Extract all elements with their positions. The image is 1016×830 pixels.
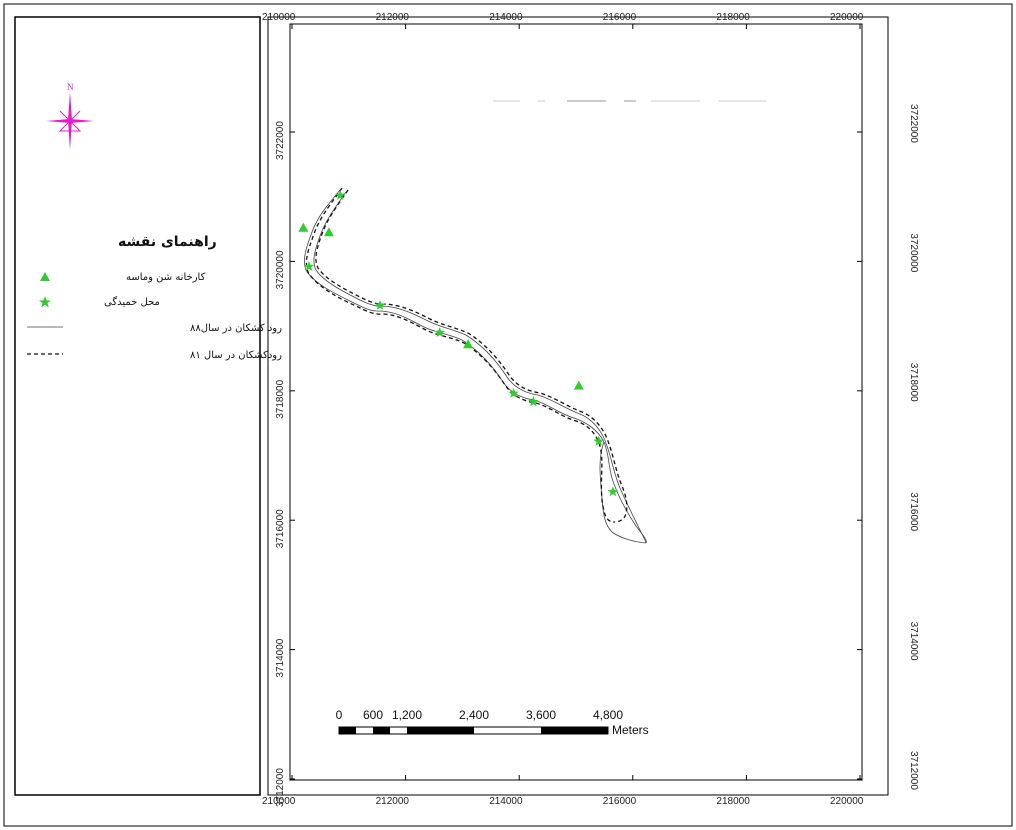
sand-factory-marker xyxy=(463,339,474,349)
x-tick-label-bottom: 216000 xyxy=(603,796,637,807)
triangle-icon xyxy=(40,272,50,281)
legend-label-river-81: رودکشکان در سال ۸۱ xyxy=(190,350,282,361)
legend-label-sand-factory: کارخانه شن وماسه xyxy=(126,272,206,283)
y-tick-label-right: 3722000 xyxy=(908,104,919,143)
x-tick-label-top: 218000 xyxy=(716,12,750,23)
river-88-line xyxy=(304,189,647,544)
x-tick-label-top: 210000 xyxy=(262,12,296,23)
legend-label-bend: محل خمیدگی xyxy=(104,296,160,308)
river-88-line xyxy=(599,441,647,544)
sand-factory-marker xyxy=(323,227,334,237)
bend-marker xyxy=(374,299,386,310)
markers xyxy=(298,189,619,497)
north-label: N xyxy=(67,82,74,92)
y-tick-label-left: 3716000 xyxy=(275,509,286,548)
map-panel-frame xyxy=(267,16,889,796)
y-tick-label-right: 3720000 xyxy=(908,233,919,272)
x-tick-label-bottom: 218000 xyxy=(716,796,750,807)
scale-label-600: 600 xyxy=(363,708,383,722)
y-tick-label-right: 3718000 xyxy=(908,363,919,402)
y-tick-label-left: 3714000 xyxy=(275,638,286,677)
bend-marker xyxy=(528,396,539,407)
y-tick-label-left: 3722000 xyxy=(275,121,286,160)
bend-marker xyxy=(303,261,315,271)
x-tick-label-bottom: 210000 xyxy=(262,796,296,807)
scale-label-3600: 3,600 xyxy=(526,708,556,722)
rivers xyxy=(304,187,647,544)
bend-marker xyxy=(607,486,619,497)
north-arrow: N xyxy=(46,82,94,150)
scale-bar: 0 600 1,200 2,400 3,600 4,800 Meters xyxy=(336,708,649,737)
y-tick-label-right: 3714000 xyxy=(908,622,919,661)
legend-label-river-88: رود کشکان در سال۸۸ xyxy=(190,323,282,334)
bend-marker xyxy=(434,327,445,337)
legend: راهنمای نقشه کارخانه شن وماسه محل خمیدگی… xyxy=(27,234,282,361)
sand-factory-marker xyxy=(298,222,309,232)
x-tick-label-top: 220000 xyxy=(830,12,864,23)
bend-marker xyxy=(335,189,346,200)
axis-ticks: 210000 210000 212000 212000 214000 214000 2160… xyxy=(262,12,919,807)
y-tick-label-right: 3716000 xyxy=(908,492,919,531)
scale-label-2400: 2,400 xyxy=(459,708,489,722)
y-tick-label-left: 3712000 xyxy=(275,768,286,807)
sand-factory-marker xyxy=(573,380,584,390)
scale-unit-label: Meters xyxy=(612,723,649,737)
scale-label-0: 0 xyxy=(336,708,343,722)
river-81-line xyxy=(305,187,615,523)
compass-icon xyxy=(46,92,94,150)
scale-label-1200: 1,200 xyxy=(392,708,422,722)
river-88-line xyxy=(313,191,647,544)
x-tick-label-bottom: 220000 xyxy=(830,796,864,807)
x-tick-label-bottom: 212000 xyxy=(376,796,410,807)
map-frame xyxy=(3,3,1013,827)
map-data-frame xyxy=(289,23,863,781)
x-tick-label-top: 216000 xyxy=(603,12,637,23)
river-81-line xyxy=(315,189,628,523)
star-icon xyxy=(39,296,51,308)
legend-panel xyxy=(14,16,261,796)
x-tick-label-top: 214000 xyxy=(489,12,523,23)
x-tick-label-top: 212000 xyxy=(376,12,410,23)
y-tick-label-left: 3720000 xyxy=(275,250,286,289)
x-tick-label-bottom: 214000 xyxy=(489,796,523,807)
legend-title: راهنمای نقشه xyxy=(118,234,217,250)
y-tick-label-left: 3718000 xyxy=(275,379,286,418)
scale-label-4800: 4,800 xyxy=(593,708,623,722)
y-tick-label-right: 3712000 xyxy=(908,751,919,790)
bend-marker xyxy=(593,435,604,446)
bend-marker xyxy=(508,387,519,398)
